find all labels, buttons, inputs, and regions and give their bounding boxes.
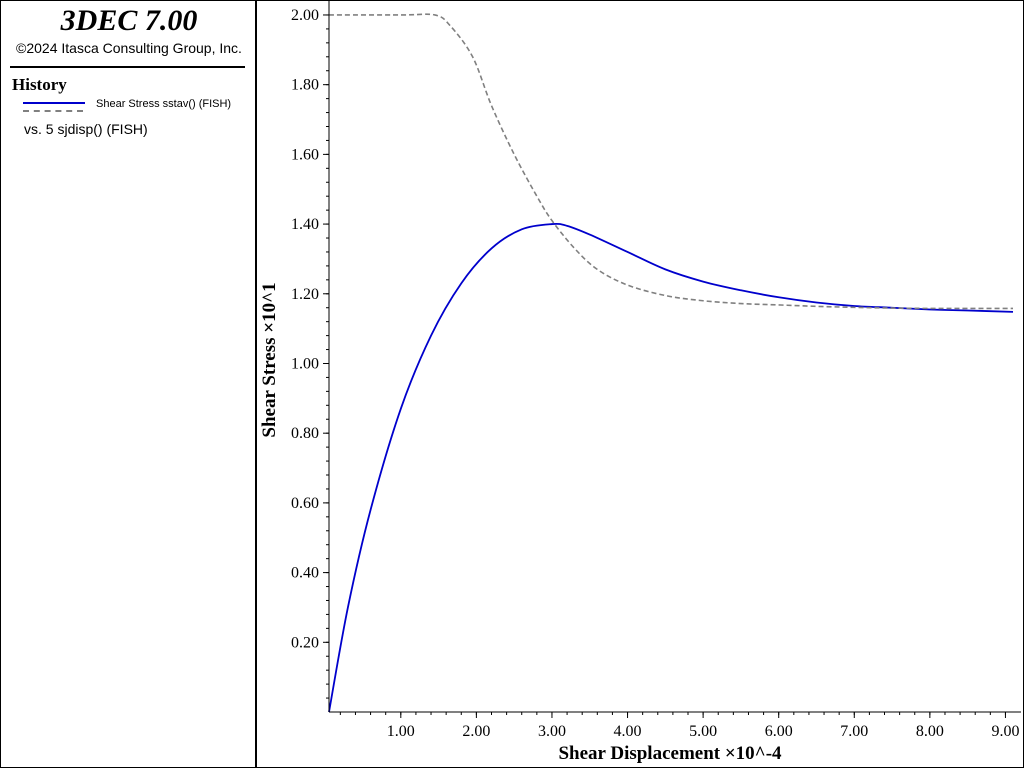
y-tick-label: 1.40 [291,216,319,233]
x-tick-label: 2.00 [462,723,490,740]
series-1-line [328,222,1014,713]
series-1-label: Shear Stress sstav() (FISH) [96,98,232,110]
panel-divider [255,0,257,768]
y-tick-label: 0.60 [291,495,319,512]
x-tick-label: 7.00 [840,723,868,740]
x-tick-label: 5.00 [689,723,717,740]
y-tick-label: 1.60 [291,146,319,163]
y-tick-label: 1.80 [291,77,319,94]
y-tick-label: 0.40 [291,565,319,582]
y-axis-ticks: 0.20 0.40 0.60 0.80 1.00 1.20 1.40 1.60 1.80 2.00 [291,7,329,699]
x-axis-ticks: 1.00 2.00 3.00 4.00 5.00 6.00 7.00 8.00 9.00 [339,712,1019,740]
x-tick-label: 8.00 [916,723,944,740]
legend-divider [10,66,245,68]
y-tick-label: 2.00 [291,7,319,24]
history-chart: 0.20 0.40 0.60 0.80 1.00 1.20 1.40 1.60 1.80 2.00… [259,0,1021,764]
series-2-label: vs. 5 sjdisp() (FISH) [24,121,148,137]
x-tick-label: 6.00 [765,723,793,740]
legend-panel: 3DEC 7.00 ©2024 Itasca Consulting Group,… [0,0,255,768]
x-tick-label: 9.00 [991,723,1019,740]
series-layer [328,13,1014,713]
y-tick-label: 1.00 [291,355,319,372]
y-tick-label: 1.20 [291,286,319,303]
x-axis-title: Shear Displacement ×10^-4 [558,743,782,764]
y-tick-label: 0.80 [291,425,319,442]
series-1-swatch [23,102,85,104]
y-axis-title: Shear Stress ×10^1 [259,282,280,437]
x-tick-label: 4.00 [614,723,642,740]
series-2-swatch [23,110,83,112]
x-tick-label: 1.00 [387,723,415,740]
copyright-text: ©2024 Itasca Consulting Group, Inc. [16,40,242,56]
app-title: 3DEC 7.00 [60,4,198,37]
history-heading: History [12,75,67,94]
series-2-line [329,13,1013,310]
y-tick-label: 0.20 [291,634,319,651]
x-tick-label: 3.00 [538,723,566,740]
